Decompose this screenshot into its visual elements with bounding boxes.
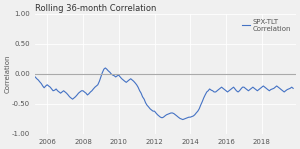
Text: Rolling 36-month Correlation: Rolling 36-month Correlation bbox=[35, 4, 156, 13]
SPX-TLT
Correlation bbox=[181, 119, 184, 120]
SPX-TLT
Correlation bbox=[291, 87, 295, 89]
SPX-TLT
Correlation bbox=[103, 67, 107, 69]
SPX-TLT
Correlation bbox=[33, 76, 37, 78]
SPX-TLT
Correlation bbox=[206, 90, 210, 92]
SPX-TLT
Correlation bbox=[227, 90, 231, 92]
SPX-TLT
Correlation bbox=[36, 79, 40, 81]
Legend: SPX-TLT
Correlation: SPX-TLT Correlation bbox=[239, 16, 294, 35]
Line: SPX-TLT
Correlation: SPX-TLT Correlation bbox=[35, 68, 293, 119]
SPX-TLT
Correlation bbox=[60, 91, 64, 93]
Y-axis label: Correlation: Correlation bbox=[4, 55, 10, 93]
SPX-TLT
Correlation bbox=[174, 114, 177, 116]
SPX-TLT
Correlation bbox=[44, 85, 48, 87]
